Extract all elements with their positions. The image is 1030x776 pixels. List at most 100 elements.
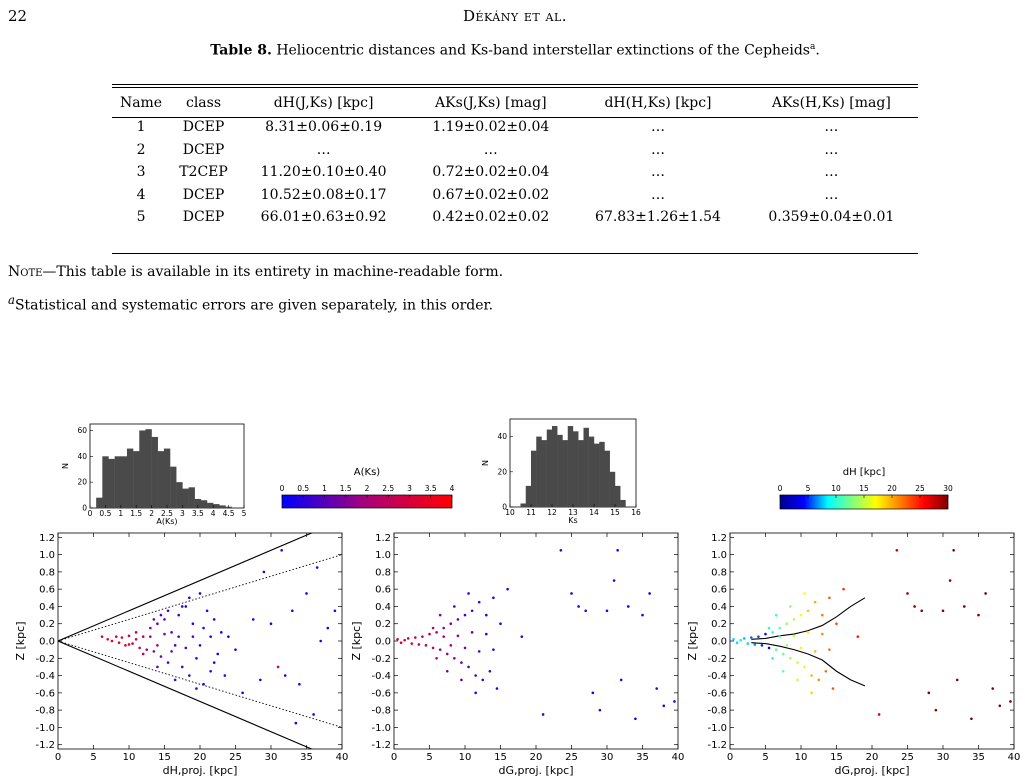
scatter-point — [421, 635, 424, 638]
table-cell: DCEP — [182, 141, 225, 158]
histogram-bar — [102, 456, 109, 508]
scatter-y-tick-label: 0.2 — [375, 619, 391, 630]
colorbar-tick-label: 25 — [915, 484, 925, 493]
scatter-point — [195, 687, 198, 690]
scatter-x-tick-label: 5 — [426, 752, 432, 763]
table-row: 3 T2CEP 11.20±0.10±0.40 0.72±0.02±0.04…… — [112, 161, 918, 184]
scatter-point — [159, 613, 163, 617]
scatter-point — [655, 687, 658, 690]
solid-boundary-line — [58, 640, 313, 749]
scatter-point — [785, 622, 789, 626]
scatter-x-tick-label: 10 — [123, 752, 136, 763]
histogram-bar — [552, 426, 558, 507]
histogram-bar — [182, 488, 189, 508]
histogram-y-axis-label: N — [61, 463, 70, 469]
scatter-point — [453, 656, 456, 660]
colorbar-tick-label: 15 — [859, 484, 869, 493]
table-caption-label: Table 8. — [210, 42, 272, 59]
scatter-point — [417, 643, 421, 646]
scatter-y-tick-label: -0.6 — [35, 688, 55, 699]
table-caption: Table 8. Heliocentric distances and Ks-b… — [210, 42, 820, 59]
scatter-point — [406, 637, 410, 640]
scatter-y-tick-label: -0.6 — [707, 688, 727, 699]
table-cell: 1.19±0.02±0.04 — [432, 119, 550, 136]
histogram-bar — [536, 436, 542, 507]
scatter-point — [117, 641, 121, 645]
colorbar-label: A(Ks) — [354, 467, 381, 478]
scatter-y-tick-label: 0.0 — [711, 637, 727, 648]
histogram-bar — [120, 456, 128, 508]
solid-boundary-line — [58, 533, 313, 642]
scatter-point — [184, 605, 188, 608]
scatter-point — [934, 708, 938, 712]
scatter-point — [223, 674, 227, 677]
histogram-bar — [219, 505, 226, 508]
table-top-rule — [112, 84, 918, 85]
histogram-x-tick-label: 16 — [631, 508, 641, 517]
scatter-point — [792, 618, 796, 621]
table-cell: … — [316, 141, 331, 158]
scatter-point — [760, 644, 764, 647]
scatter-x-tick-label: 40 — [672, 752, 685, 763]
histogram-bar — [541, 440, 547, 507]
scatter-y-tick-label: -0.4 — [35, 671, 55, 682]
table-cell: 4 — [136, 186, 146, 203]
table-cell: 0.67±0.02±0.02 — [432, 186, 550, 203]
histogram-bar — [562, 440, 568, 507]
scatter-point — [280, 548, 283, 552]
page-number: 22 — [8, 7, 28, 25]
scatter-point — [449, 622, 453, 626]
table-caption-text: Heliocentric distances and Ks-band inter… — [276, 42, 810, 59]
scatter-point — [198, 644, 202, 647]
table-cell: 0.42±0.02±0.02 — [432, 209, 550, 226]
table-cell: … — [824, 186, 839, 203]
scatter-point — [799, 646, 803, 650]
scatter-point — [180, 665, 184, 669]
scatter-point — [438, 613, 442, 617]
histogram-bar — [188, 487, 195, 508]
scatter-point — [184, 646, 188, 650]
scatter-y-axis-label: Z [kpc] — [14, 621, 27, 660]
histogram-bar — [157, 451, 165, 508]
scatter-point — [616, 548, 619, 552]
histogram-x-tick-label: 15 — [610, 508, 620, 517]
histogram-bar — [620, 499, 626, 507]
scatter-y-tick-label: -0.4 — [707, 671, 727, 682]
table-cell: … — [824, 119, 839, 136]
histogram-x-tick-label: 1.5 — [130, 509, 142, 518]
table-header-cell: dH(J,Ks) [kpc] — [273, 94, 374, 111]
scatter-point — [541, 713, 545, 716]
scatter-y-tick-label: 0.8 — [39, 567, 55, 578]
table-bottom-rule — [112, 253, 918, 254]
scatter-point — [767, 646, 771, 650]
histogram-bar — [531, 450, 537, 507]
histogram-x-axis-label: A(Ks) — [156, 517, 177, 526]
colorbar-tick-label: 1 — [322, 484, 327, 493]
table-cell: … — [824, 141, 839, 158]
histogram-bar — [108, 458, 115, 508]
scatter-y-tick-label: 1.0 — [711, 550, 727, 561]
scatter-point — [559, 548, 563, 552]
scatter-point — [156, 622, 159, 626]
scatter-point — [895, 548, 899, 552]
scatter-point — [771, 631, 774, 634]
scatter-x-tick-label: 5 — [762, 752, 768, 763]
histogram-bar — [163, 448, 171, 508]
scatter-point — [100, 635, 104, 638]
solid-boundary-line — [751, 642, 866, 687]
scatter-x-tick-label: 25 — [565, 752, 578, 763]
scatter-point — [792, 634, 796, 638]
table-header-cell: Name — [119, 94, 163, 111]
scatter-y-tick-label: 1.2 — [375, 533, 391, 544]
scatter-point — [803, 592, 806, 595]
scatter-point — [262, 570, 266, 574]
scatter-point — [470, 631, 474, 634]
histogram-bar — [525, 485, 532, 507]
scatter-point — [131, 642, 134, 645]
table-row: 2 DCEP………… — [112, 139, 918, 162]
scatter-point — [477, 600, 481, 604]
scatter-point — [460, 678, 463, 682]
scatter-x-tick-label: 0 — [391, 752, 397, 763]
scatter-point — [952, 548, 955, 552]
